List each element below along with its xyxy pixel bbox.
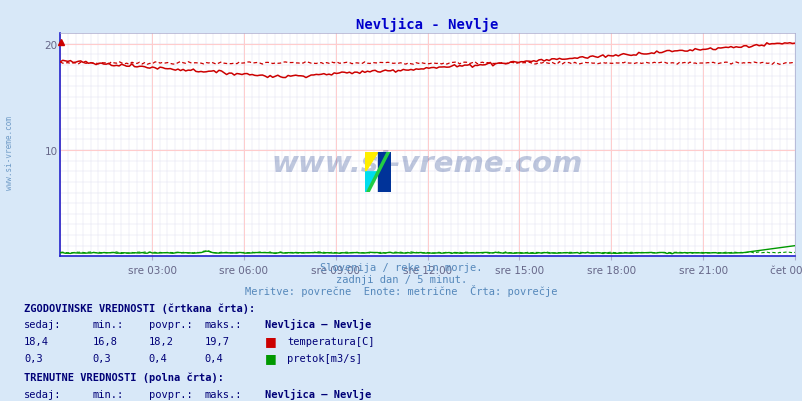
Text: min.:: min.: bbox=[92, 320, 124, 330]
Text: TRENUTNE VREDNOSTI (polna črta):: TRENUTNE VREDNOSTI (polna črta): bbox=[24, 372, 224, 383]
Text: www.si-vreme.com: www.si-vreme.com bbox=[272, 149, 582, 177]
Polygon shape bbox=[365, 152, 378, 172]
Text: 0,4: 0,4 bbox=[148, 353, 167, 363]
Polygon shape bbox=[365, 172, 378, 192]
Text: ■: ■ bbox=[265, 334, 277, 347]
Text: ZGODOVINSKE VREDNOSTI (črtkana črta):: ZGODOVINSKE VREDNOSTI (črtkana črta): bbox=[24, 302, 255, 313]
Text: www.si-vreme.com: www.si-vreme.com bbox=[5, 115, 14, 189]
Text: pretok[m3/s]: pretok[m3/s] bbox=[287, 353, 362, 363]
Text: 0,4: 0,4 bbox=[205, 353, 223, 363]
Text: 16,8: 16,8 bbox=[92, 336, 117, 346]
Text: ■: ■ bbox=[265, 351, 277, 364]
Text: povpr.:: povpr.: bbox=[148, 320, 192, 330]
Text: maks.:: maks.: bbox=[205, 389, 242, 399]
Text: Nevljica – Nevlje: Nevljica – Nevlje bbox=[265, 389, 371, 399]
Polygon shape bbox=[378, 152, 391, 192]
Text: min.:: min.: bbox=[92, 389, 124, 399]
Text: Nevljica – Nevlje: Nevljica – Nevlje bbox=[265, 319, 371, 330]
Title: Nevljica - Nevlje: Nevljica - Nevlje bbox=[356, 17, 498, 32]
Text: 0,3: 0,3 bbox=[92, 353, 111, 363]
Text: maks.:: maks.: bbox=[205, 320, 242, 330]
Text: sedaj:: sedaj: bbox=[24, 320, 62, 330]
Text: sedaj:: sedaj: bbox=[24, 389, 62, 399]
Text: 18,2: 18,2 bbox=[148, 336, 173, 346]
Text: Meritve: povrečne  Enote: metrične  Črta: povrečje: Meritve: povrečne Enote: metrične Črta: … bbox=[245, 285, 557, 297]
Text: povpr.:: povpr.: bbox=[148, 389, 192, 399]
Text: 18,4: 18,4 bbox=[24, 336, 49, 346]
Text: 0,3: 0,3 bbox=[24, 353, 43, 363]
Text: temperatura[C]: temperatura[C] bbox=[287, 336, 375, 346]
Text: Slovenija / reke in morje.: Slovenija / reke in morje. bbox=[320, 263, 482, 273]
Text: zadnji dan / 5 minut.: zadnji dan / 5 minut. bbox=[335, 275, 467, 285]
Text: 19,7: 19,7 bbox=[205, 336, 229, 346]
